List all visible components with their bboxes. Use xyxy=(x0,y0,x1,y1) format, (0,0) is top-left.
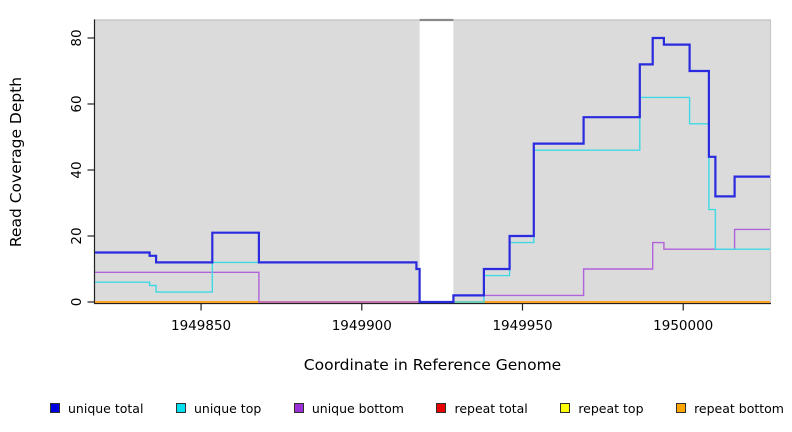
legend-label: repeat total xyxy=(454,400,528,416)
legend-swatch-unique-top xyxy=(175,403,186,413)
y-tick-label: 80 xyxy=(69,29,85,46)
plot-layer: 1949850 1949900 1949950 1950000 0 20 40 60 80 xyxy=(69,18,772,334)
line-unique-total xyxy=(95,36,770,304)
x-tick-label: 1949950 xyxy=(492,318,552,334)
y-axis-title: Read Coverage Depth xyxy=(7,76,25,248)
y-tick-label: 20 xyxy=(69,227,85,244)
legend-swatch-repeat-top xyxy=(560,403,571,413)
legend-item-unique-total: unique total xyxy=(50,401,143,416)
missing-data-band xyxy=(419,20,454,302)
legend-swatch-repeat-bottom xyxy=(676,403,687,413)
legend-item-repeat-top: repeat top xyxy=(560,400,644,416)
legend-label: unique top xyxy=(193,400,262,416)
legend-swatch-repeat-total xyxy=(436,403,447,413)
x-axis-title: Coordinate in Reference Genome xyxy=(303,356,562,374)
x-tick-label: 1949900 xyxy=(332,318,392,334)
chart-legend: unique total unique top unique bottom repea… xyxy=(50,398,784,418)
y-tick-label: 0 xyxy=(69,298,85,307)
legend-item-repeat-bottom: repeat bottom xyxy=(676,401,784,416)
x-tick-label: 1949850 xyxy=(171,318,231,334)
legend-item-unique-bottom: unique bottom xyxy=(293,400,404,416)
legend-label: repeat top xyxy=(578,400,644,416)
legend-item-repeat-total: repeat total xyxy=(436,400,528,416)
legend-label: unique total xyxy=(68,400,144,416)
legend-label: unique bottom xyxy=(311,400,404,416)
y-tick-label: 40 xyxy=(69,161,85,178)
y-tick-label: 60 xyxy=(69,95,85,112)
legend-swatch-unique-total xyxy=(50,403,60,413)
legend-label: repeat bottom xyxy=(694,400,784,416)
legend-item-unique-top: unique top xyxy=(175,400,262,416)
line-unique-top xyxy=(95,96,770,303)
legend-swatch-unique-bottom xyxy=(293,403,304,413)
x-tick-label: 1950000 xyxy=(653,318,713,334)
